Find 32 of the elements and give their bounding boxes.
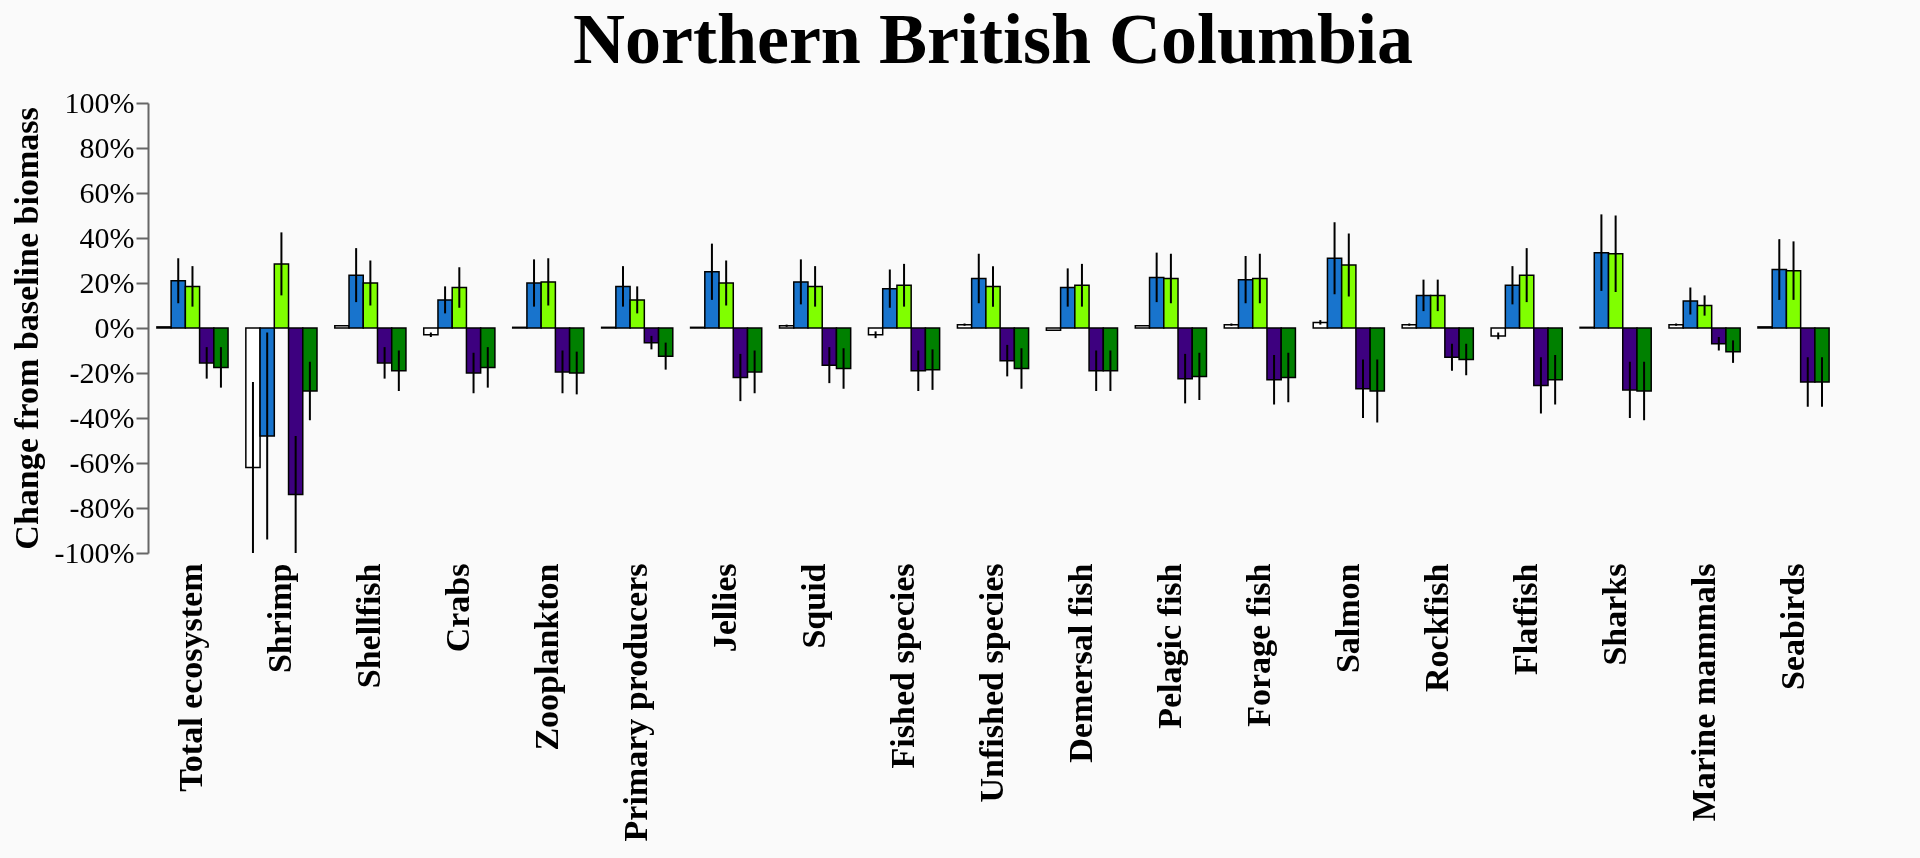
x-tick-label: Jellies <box>706 563 744 653</box>
x-tick-label: Pelagic fish <box>1150 563 1188 729</box>
x-tick-label: Crabs <box>439 563 477 653</box>
x-tick-label: Forage fish <box>1239 563 1277 727</box>
y-tick-label: -20% <box>69 355 135 389</box>
y-tick-label: 80% <box>79 130 135 164</box>
x-tick-label: Seabirds <box>1773 563 1811 691</box>
y-tick-label: 0% <box>94 310 135 344</box>
chart-title: Northern British Columbia <box>572 0 1414 79</box>
y-tick-label: 100% <box>64 85 135 119</box>
y-tick-label: -60% <box>69 445 135 479</box>
x-tick-label: Marine mammals <box>1684 563 1722 822</box>
y-tick-label: -80% <box>69 490 135 524</box>
y-tick-label: 40% <box>79 220 135 254</box>
x-tick-label: Shrimp <box>261 563 299 674</box>
x-tick-label: Flatfish <box>1506 563 1544 675</box>
x-tick-label: Unfished species <box>973 563 1010 803</box>
x-tick-label: Squid <box>795 563 833 649</box>
y-tick-label: 20% <box>79 265 135 299</box>
y-tick-label: -100% <box>54 535 135 569</box>
x-tick-label: Primary producers <box>617 563 655 842</box>
x-tick-label: Demersal fish <box>1061 563 1099 763</box>
y-axis-title: Change from baseline biomass <box>7 107 45 550</box>
y-tick-label: -40% <box>69 400 135 434</box>
x-tick-label: Total ecosystem <box>172 563 210 792</box>
x-tick-label: Fished species <box>884 563 922 769</box>
x-tick-label: Sharks <box>1595 563 1633 666</box>
x-tick-label: Shellfish <box>350 563 388 689</box>
y-tick-label: 60% <box>79 175 135 209</box>
x-tick-label: Rockfish <box>1417 563 1455 692</box>
x-tick-label: Salmon <box>1328 563 1366 674</box>
x-tick-label: Zooplankton <box>528 563 566 751</box>
